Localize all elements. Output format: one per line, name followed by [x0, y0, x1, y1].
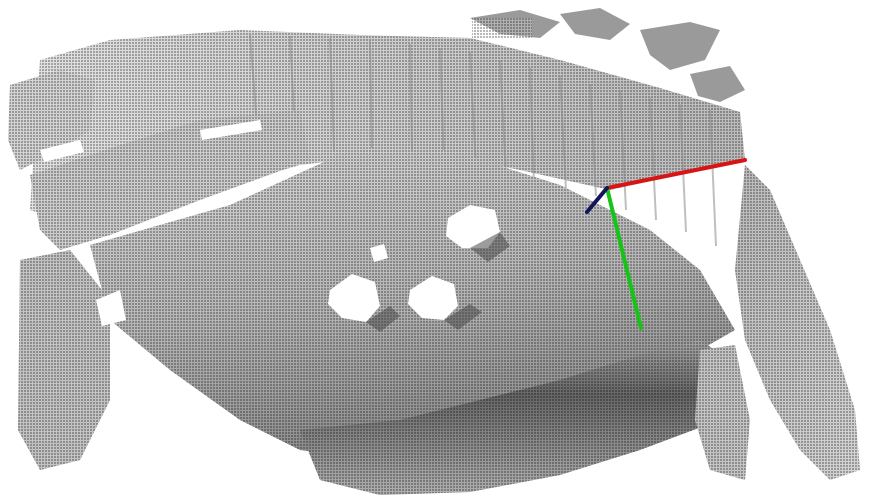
right-wall-fragment [695, 165, 860, 480]
y-axis [605, 186, 643, 330]
object-shadows [366, 232, 510, 332]
left-wall-fragment [8, 70, 310, 470]
wall-panel-stripes [249, 33, 717, 247]
coordinate-axes-gizmo [585, 158, 747, 330]
scattered-points-top-right [470, 8, 745, 102]
occlusion-holes [40, 120, 500, 326]
x-axis [605, 158, 747, 190]
table-front-edge [300, 340, 730, 495]
z-axis [585, 186, 609, 214]
